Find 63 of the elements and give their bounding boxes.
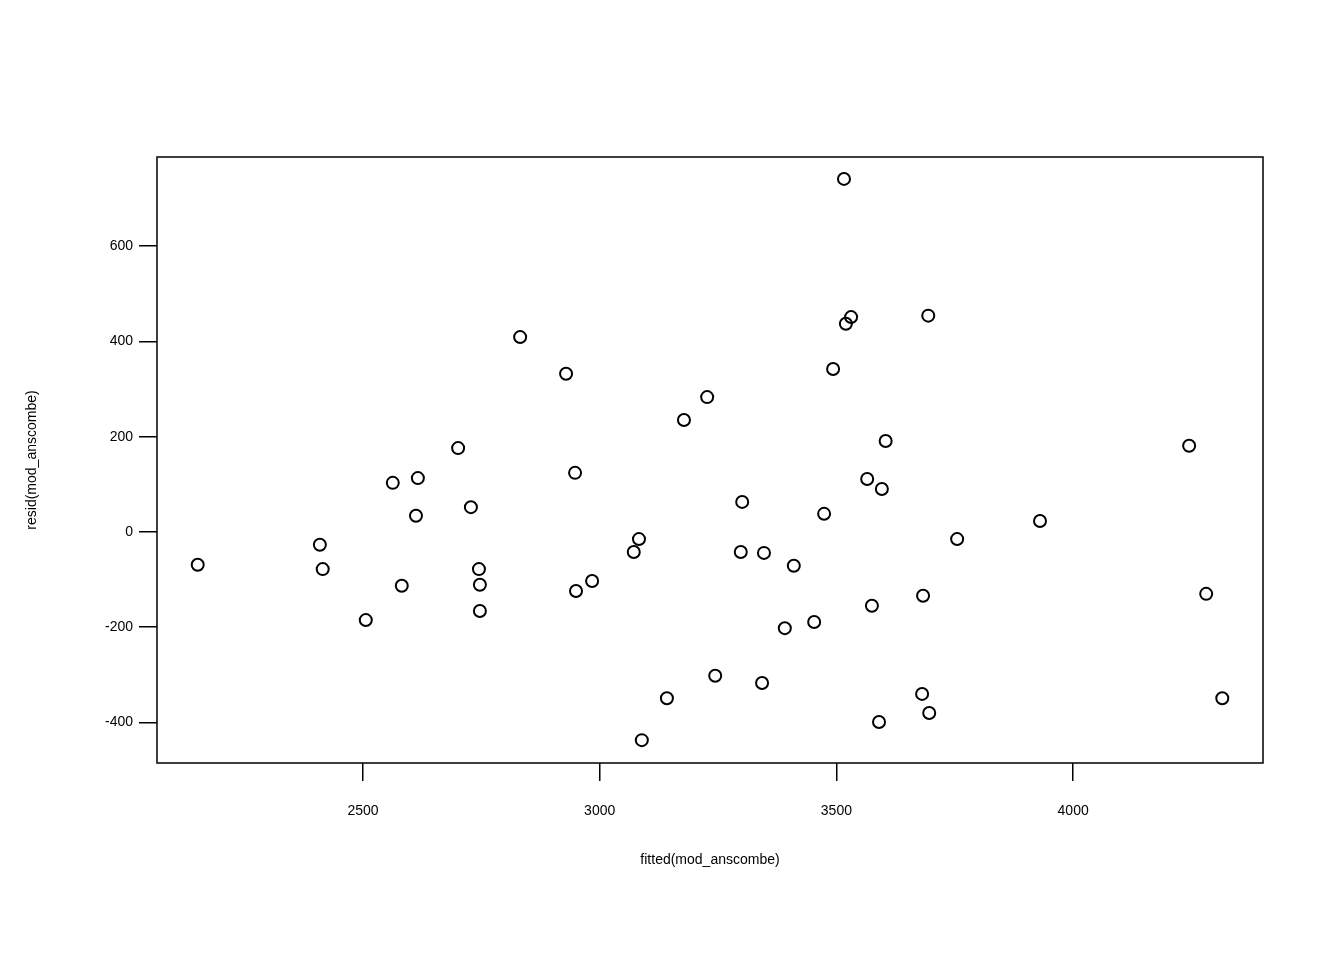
point — [1215, 691, 1230, 706]
point — [817, 506, 832, 521]
point — [385, 475, 400, 490]
point — [844, 310, 859, 325]
y-tick-label: 200 — [109, 427, 134, 444]
point — [838, 316, 853, 331]
x-tick-label: 4000 — [1057, 802, 1089, 819]
point — [410, 471, 425, 486]
point — [864, 598, 879, 613]
point — [394, 578, 409, 593]
point — [874, 482, 889, 497]
y-tick-label: 400 — [109, 332, 134, 349]
point — [315, 562, 330, 577]
point — [559, 366, 574, 381]
point — [513, 330, 528, 345]
point — [585, 574, 600, 589]
point — [190, 557, 205, 572]
point — [568, 465, 583, 480]
point — [700, 390, 715, 405]
point — [676, 412, 691, 427]
point — [472, 604, 487, 619]
point — [915, 686, 930, 701]
point — [860, 472, 875, 487]
point — [659, 691, 674, 706]
point — [708, 668, 723, 683]
point — [1182, 438, 1197, 453]
point — [755, 675, 770, 690]
y-tick-label: -200 — [104, 618, 134, 635]
point — [826, 362, 841, 377]
point — [922, 705, 937, 720]
point — [733, 544, 748, 559]
x-axis-title: fitted(mod_anscombe) — [640, 851, 780, 868]
point — [1033, 513, 1047, 528]
point — [312, 537, 327, 552]
point — [471, 562, 486, 577]
point — [408, 508, 423, 523]
point — [836, 171, 851, 186]
point — [777, 621, 792, 636]
point — [786, 558, 801, 573]
point — [569, 584, 584, 599]
x-tick-label: 3500 — [820, 802, 853, 819]
point — [451, 441, 466, 456]
point — [756, 545, 771, 560]
point — [735, 494, 750, 509]
point — [634, 733, 649, 748]
point — [626, 544, 641, 559]
point — [631, 532, 646, 547]
point — [463, 500, 478, 515]
point — [807, 614, 822, 629]
point — [878, 433, 893, 448]
point — [950, 532, 965, 547]
point — [358, 613, 373, 628]
point — [872, 715, 887, 730]
point — [1199, 586, 1214, 601]
y-tick-label: 0 — [125, 522, 134, 539]
point — [916, 588, 931, 603]
point — [921, 308, 936, 323]
y-axis-title: resid(mod_anscombe) — [23, 390, 40, 530]
y-tick-label: -400 — [104, 713, 134, 730]
point — [472, 577, 487, 592]
y-tick-label: 600 — [109, 236, 134, 253]
x-tick-label: 3000 — [584, 802, 616, 819]
x-tick-label: 2500 — [347, 802, 379, 819]
